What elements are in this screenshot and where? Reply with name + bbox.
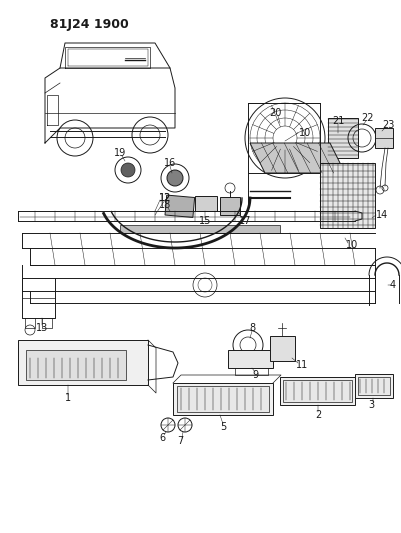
Bar (165, 195, 194, 217)
Bar (120, 225, 280, 233)
Text: 15: 15 (199, 216, 211, 226)
Text: 4: 4 (390, 280, 396, 290)
Text: 23: 23 (382, 120, 394, 130)
Text: 11: 11 (296, 360, 308, 370)
Circle shape (167, 170, 183, 186)
Circle shape (121, 163, 135, 177)
Text: 10: 10 (346, 240, 358, 250)
Bar (173, 383, 273, 415)
Text: 7: 7 (177, 436, 183, 446)
Text: 20: 20 (269, 108, 281, 118)
Bar (358, 377, 390, 395)
Bar (18, 340, 148, 385)
Bar (375, 128, 393, 148)
Text: 21: 21 (332, 116, 344, 126)
Bar (320, 163, 375, 228)
Text: 10: 10 (299, 128, 311, 138)
Text: 6: 6 (159, 433, 165, 443)
Text: 81J24 1900: 81J24 1900 (50, 18, 129, 31)
Text: 14: 14 (376, 210, 388, 220)
Text: 3: 3 (368, 400, 374, 410)
Text: 16: 16 (164, 158, 176, 168)
Text: 22: 22 (362, 113, 374, 123)
Text: 12: 12 (159, 193, 171, 203)
Bar (355, 374, 393, 398)
Text: 9: 9 (252, 370, 258, 380)
Text: 5: 5 (220, 422, 226, 432)
Text: 1: 1 (65, 393, 71, 403)
Bar (177, 386, 269, 412)
Bar (220, 197, 240, 215)
Bar (26, 350, 126, 380)
Bar (328, 118, 358, 158)
Text: 12: 12 (159, 193, 171, 203)
Bar (280, 377, 355, 405)
Bar (270, 336, 295, 361)
Bar (228, 350, 273, 368)
Text: 13: 13 (36, 323, 48, 333)
Text: 17: 17 (239, 216, 251, 226)
Text: 18: 18 (159, 200, 171, 210)
Bar (283, 380, 352, 402)
Text: 8: 8 (249, 323, 255, 333)
Bar (195, 196, 217, 211)
Polygon shape (250, 143, 345, 173)
Text: 2: 2 (315, 410, 321, 420)
Text: 19: 19 (114, 148, 126, 158)
